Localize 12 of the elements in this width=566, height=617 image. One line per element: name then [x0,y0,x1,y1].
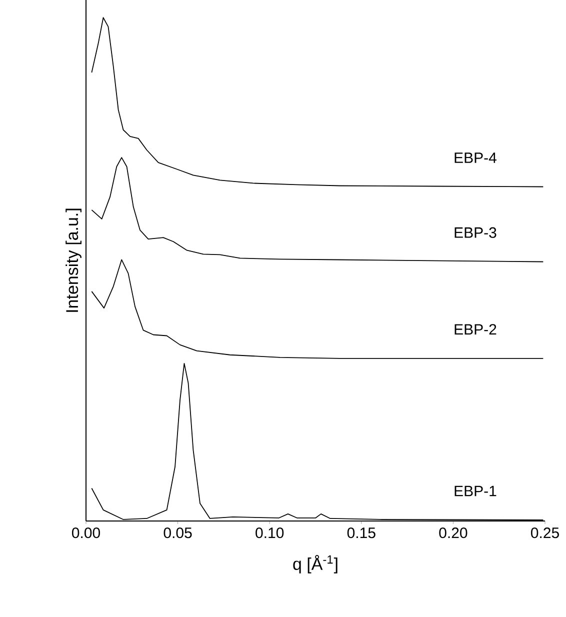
series-label: EBP-2 [454,324,496,335]
x-tick-label: 0.15 [347,528,376,538]
x-tick-label: 0.00 [72,528,100,538]
x-tick-label: 0.05 [164,528,192,538]
x-axis-title: q [Å$^{-1}$] [293,555,338,574]
series-label: EBP-3 [454,227,496,238]
x-tick-label: 0.10 [256,528,284,538]
x-tick-label: 0.25 [530,528,559,538]
series-label: EBP-1 [454,486,496,496]
series-label: EBP-4 [454,152,496,163]
y-axis-title: Intensity [a.u.] [66,208,82,312]
x-tick-label: 0.20 [439,528,468,538]
